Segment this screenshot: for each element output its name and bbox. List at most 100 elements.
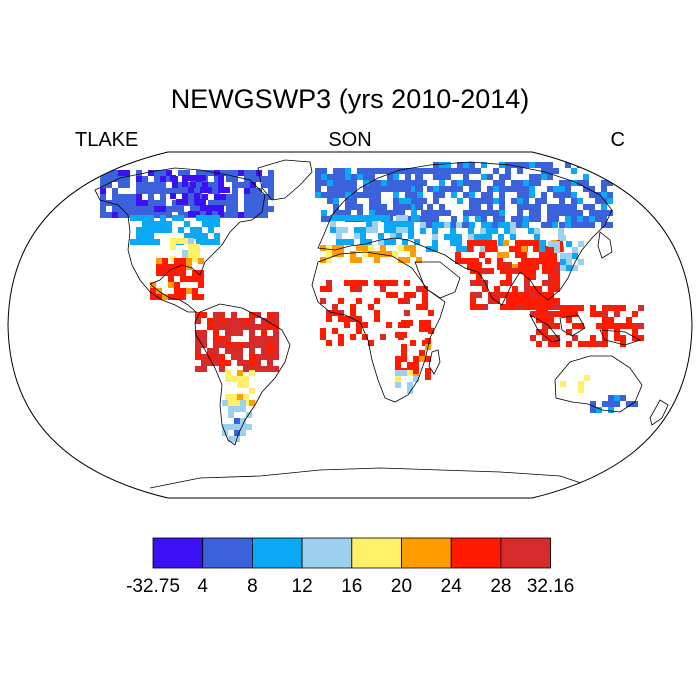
data-cell: [482, 304, 488, 310]
data-cell: [196, 215, 202, 221]
data-cell: [201, 366, 207, 372]
data-cell: [559, 192, 565, 198]
data-cell: [219, 366, 225, 372]
data-cell: [548, 241, 554, 247]
data-cell: [411, 198, 417, 204]
data-cell: [250, 188, 256, 194]
data-cell: [422, 298, 428, 304]
data-cell: [421, 198, 427, 204]
data-cell: [150, 288, 156, 294]
data-cell: [517, 162, 523, 168]
data-cell: [488, 298, 494, 304]
data-cell: [362, 251, 368, 257]
data-cell: [356, 322, 362, 328]
data-cell: [267, 324, 273, 330]
data-cell: [571, 180, 577, 186]
data-cell: [333, 168, 339, 174]
data-cell: [369, 210, 375, 216]
data-cell: [345, 180, 351, 186]
data-cell: [486, 228, 492, 234]
data-cell: [517, 168, 523, 174]
data-cell: [469, 210, 475, 216]
data-cell: [150, 294, 156, 300]
data-cell: [342, 215, 348, 221]
data-cell: [535, 180, 541, 186]
data-cell: [565, 162, 571, 168]
data-cell: [444, 234, 450, 240]
data-cell: [439, 210, 445, 216]
data-cell: [213, 336, 219, 342]
data-cell: [571, 198, 577, 204]
data-cell: [517, 186, 523, 192]
data-cell: [425, 356, 431, 362]
data-cell: [166, 221, 172, 227]
data-cell: [200, 205, 206, 211]
data-cell: [487, 186, 493, 192]
data-cell: [106, 182, 112, 188]
data-cell: [333, 204, 339, 210]
data-cell: [620, 395, 626, 401]
data-cell: [148, 206, 154, 212]
data-cell: [479, 240, 485, 246]
data-cell: [261, 336, 267, 342]
data-cell: [500, 280, 506, 286]
data-cell: [405, 168, 411, 174]
data-cell: [136, 188, 142, 194]
data-cell: [112, 188, 118, 194]
data-cell: [142, 206, 148, 212]
data-cell: [188, 238, 194, 244]
data-cell: [262, 182, 268, 188]
data-cell: [202, 221, 208, 227]
data-cell: [399, 204, 405, 210]
data-cell: [194, 244, 200, 250]
data-cell: [262, 200, 268, 206]
data-cell: [521, 252, 527, 258]
data-cell: [168, 270, 174, 276]
data-cell: [237, 370, 243, 376]
data-cell: [542, 280, 548, 286]
data-cell: [219, 312, 225, 318]
data-cell: [180, 264, 186, 270]
data-cell: [154, 221, 160, 227]
data-cell: [590, 305, 596, 311]
data-cell: [521, 258, 527, 264]
data-cell: [368, 304, 374, 310]
data-cell: [273, 324, 279, 330]
data-cell: [482, 268, 488, 274]
data-cell: [414, 239, 420, 245]
data-cell: [332, 304, 338, 310]
data-cell: [356, 245, 362, 251]
data-cell: [512, 304, 518, 310]
data-cell: [154, 188, 160, 194]
data-cell: [554, 262, 560, 268]
data-cell: [584, 341, 590, 347]
data-cell: [607, 198, 613, 204]
data-cell: [566, 241, 572, 247]
data-cell: [330, 221, 336, 227]
data-cell: [566, 317, 572, 323]
data-cell: [506, 292, 512, 298]
data-cell: [539, 252, 545, 258]
data-cell: [491, 240, 497, 246]
data-cell: [542, 298, 548, 304]
data-cell: [243, 324, 249, 330]
data-cell: [566, 265, 572, 271]
data-cell: [174, 258, 180, 264]
data-cell: [475, 216, 481, 222]
data-cell: [345, 204, 351, 210]
data-cell: [620, 335, 626, 341]
data-cell: [554, 335, 560, 341]
data-cell: [632, 329, 638, 335]
data-cell: [554, 304, 560, 310]
data-cell: [351, 204, 357, 210]
data-cell: [160, 176, 166, 182]
data-cell: [162, 270, 168, 276]
data-cell: [344, 316, 350, 322]
data-cell: [399, 198, 405, 204]
data-cell: [529, 180, 535, 186]
data-cell: [198, 294, 204, 300]
data-cell: [475, 204, 481, 210]
data-cell: [578, 305, 584, 311]
data-cell: [462, 246, 468, 252]
data-cell: [142, 233, 148, 239]
